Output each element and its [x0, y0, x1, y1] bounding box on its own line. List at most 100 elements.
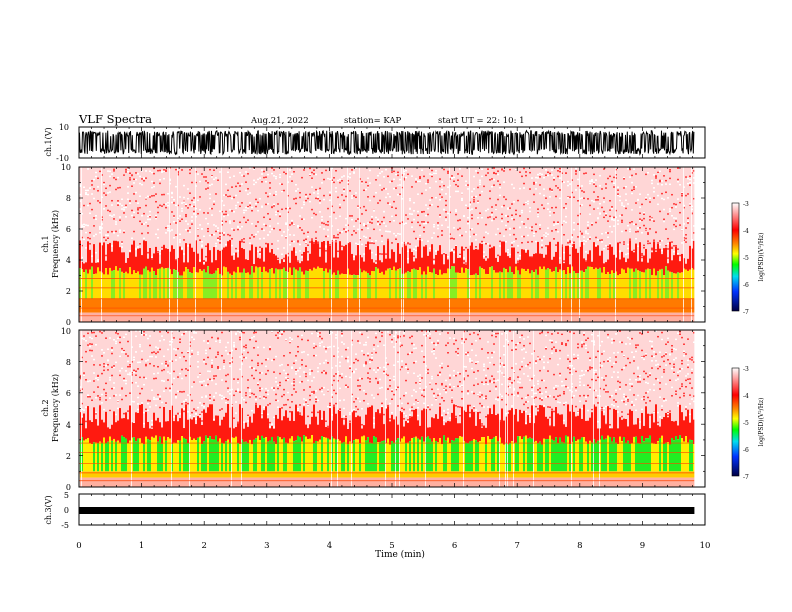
spectrogram-cell [481, 312, 483, 322]
spectrogram-cell [91, 312, 93, 322]
spectrogram-cell [117, 420, 119, 441]
spectrogram-cell [231, 197, 233, 200]
spectrogram-cell [139, 312, 141, 322]
spectrogram-cell [111, 349, 113, 352]
spectrogram-cell [277, 477, 279, 487]
spectrogram-cell [139, 477, 141, 487]
spectrogram-cell [575, 248, 577, 274]
spectrogram-cell [205, 363, 207, 365]
spectrogram-cell [91, 262, 93, 267]
spectrogram-cell [645, 227, 647, 230]
spectrogram-cell [95, 377, 97, 379]
spectrogram-cell [527, 203, 529, 205]
spectrogram-cell [295, 391, 297, 393]
spectrogram-cell [111, 471, 113, 478]
spectrogram-cell [191, 167, 193, 248]
spectrogram-cell [681, 298, 683, 313]
spectrogram-cell [153, 194, 155, 197]
spectrogram-cell [207, 167, 209, 244]
spectrogram-cell [99, 298, 101, 313]
spectrogram-cell [181, 403, 183, 405]
spectrogram-cell [431, 204, 433, 206]
spectrogram-cell [595, 298, 597, 313]
spectrogram-cell [259, 396, 261, 398]
spectrogram-cell [513, 240, 515, 243]
spectrogram-cell [475, 248, 477, 274]
spectrogram-cell [651, 252, 653, 275]
spectrogram-cell [235, 204, 237, 207]
spectrogram-cell [387, 312, 389, 322]
spectrogram-cell [273, 298, 275, 313]
spectrogram-cell [415, 258, 417, 270]
spectrogram-cell [471, 196, 473, 198]
spectrogram-cell [171, 211, 173, 213]
spectrogram-cell [377, 167, 379, 247]
spectrogram-cell [131, 274, 133, 299]
spectrogram-cell [455, 183, 457, 186]
spectrogram-cell [651, 217, 653, 219]
spectrogram-cell [133, 193, 135, 195]
spectrogram-cell [105, 268, 107, 299]
spectrogram-cell [173, 221, 175, 223]
spectrogram-cell [335, 187, 337, 189]
spectrogram-cell [489, 197, 491, 200]
spectrogram-cell [485, 231, 487, 233]
spectrogram-cell [685, 176, 687, 178]
spectrogram-cell [637, 167, 639, 262]
spectrogram-cell [477, 217, 479, 219]
spectrogram-cell [271, 330, 273, 333]
spectrogram-cell [185, 402, 187, 404]
spectrogram-cell [187, 245, 189, 247]
spectrogram-cell [381, 312, 383, 322]
spectrogram-cell [333, 298, 335, 313]
spectrogram-cell [535, 188, 537, 190]
spectrogram-cell [509, 168, 511, 171]
spectrogram-cell [643, 244, 645, 247]
spectrogram-cell [333, 235, 335, 237]
spectrogram-cell [95, 167, 97, 263]
spectrogram-cell [633, 249, 635, 251]
spectrogram-cell [265, 192, 267, 194]
spectrogram-cell [105, 471, 107, 478]
spectrogram-cell [305, 477, 307, 487]
spectrogram-cell [569, 254, 571, 257]
spectrogram-cell [261, 206, 263, 208]
spectrogram-cell [93, 298, 95, 313]
spectrogram-cell [659, 167, 661, 249]
spectrogram-cell [657, 167, 659, 244]
spectrogram-cell [119, 219, 121, 221]
spectrogram-cell [269, 426, 271, 428]
spectrogram-cell [99, 170, 101, 173]
spectrogram-cell [115, 298, 117, 313]
spectrogram-cell [223, 396, 225, 399]
spectrogram-cell [417, 214, 419, 217]
spectrogram-cell [369, 242, 371, 244]
spectrogram-cell [165, 268, 167, 299]
spectrogram-cell [125, 471, 127, 478]
spectrogram-cell [513, 233, 515, 236]
spectrogram-cell [395, 173, 397, 176]
spectrogram-cell [259, 266, 261, 299]
spectrogram-cell [393, 232, 395, 235]
spectrogram-cell [177, 440, 179, 472]
spectrogram-cell [563, 263, 565, 271]
spectrogram-cell [531, 257, 533, 271]
spectrogram-cell [227, 330, 229, 405]
spectrogram-cell [365, 244, 367, 246]
spectrogram-cell [383, 312, 385, 322]
spectrogram-cell [635, 268, 637, 299]
spectrogram-cell [637, 227, 639, 229]
spectrogram-cell [465, 180, 467, 182]
spectrogram-cell [127, 198, 129, 201]
spectrogram-cell [139, 207, 141, 209]
spectrogram-cell [399, 222, 401, 225]
spectrogram-cell [439, 245, 441, 270]
spectrogram-cell [545, 254, 547, 270]
spectrogram-cell [137, 248, 139, 272]
spectrogram-cell [553, 224, 555, 226]
spectrogram-cell [243, 421, 245, 423]
spectrogram-cell [281, 167, 283, 260]
spectrogram-cell [379, 172, 381, 175]
spectrogram-cell [295, 269, 297, 299]
spectrogram-cell [229, 312, 231, 322]
